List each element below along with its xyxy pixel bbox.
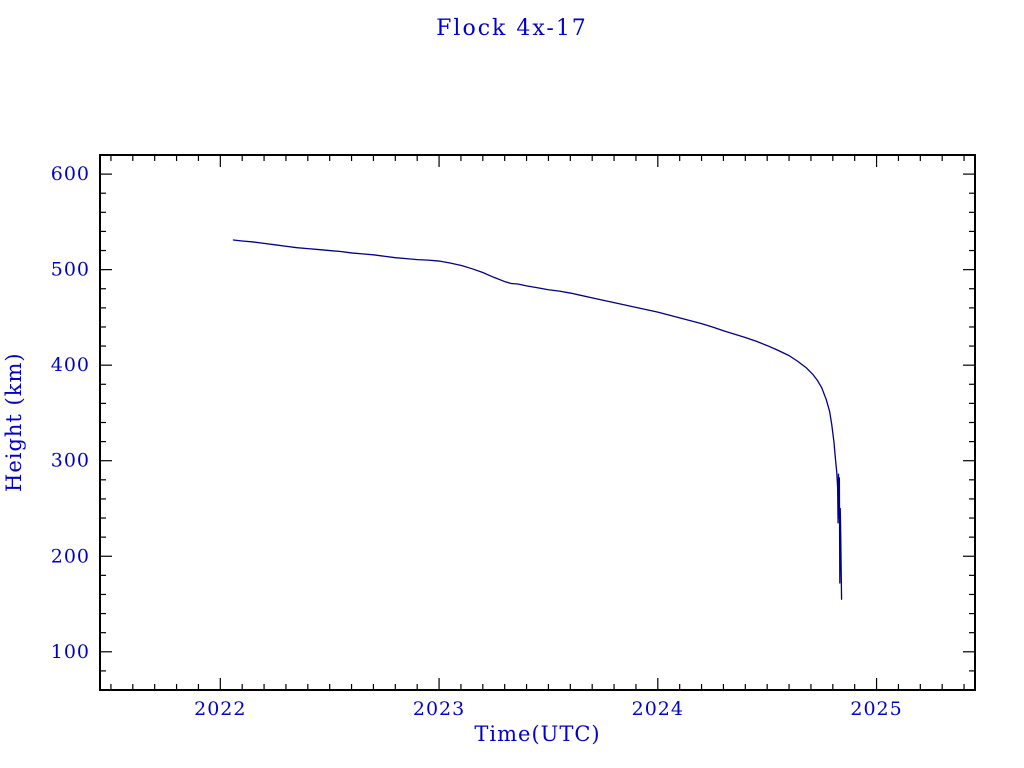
x-tick-label: 2022	[194, 698, 246, 720]
y-tick-label: 600	[51, 163, 90, 185]
x-tick-label: 2025	[850, 698, 902, 720]
y-tick-label: 300	[51, 450, 90, 472]
y-tick-label: 200	[51, 545, 90, 567]
x-tick-label: 2023	[413, 698, 465, 720]
y-tick-label: 100	[51, 641, 90, 663]
y-axis-title: Height (km)	[2, 352, 26, 493]
x-tick-label: 2024	[632, 698, 684, 720]
plot-frame	[99, 154, 976, 691]
chart-title: Flock 4x-17	[436, 16, 588, 41]
x-axis-title: Time(UTC)	[474, 722, 601, 746]
y-tick-label: 500	[51, 259, 90, 281]
y-tick-label: 400	[51, 354, 90, 376]
data-line-orbital-height	[232, 239, 843, 600]
